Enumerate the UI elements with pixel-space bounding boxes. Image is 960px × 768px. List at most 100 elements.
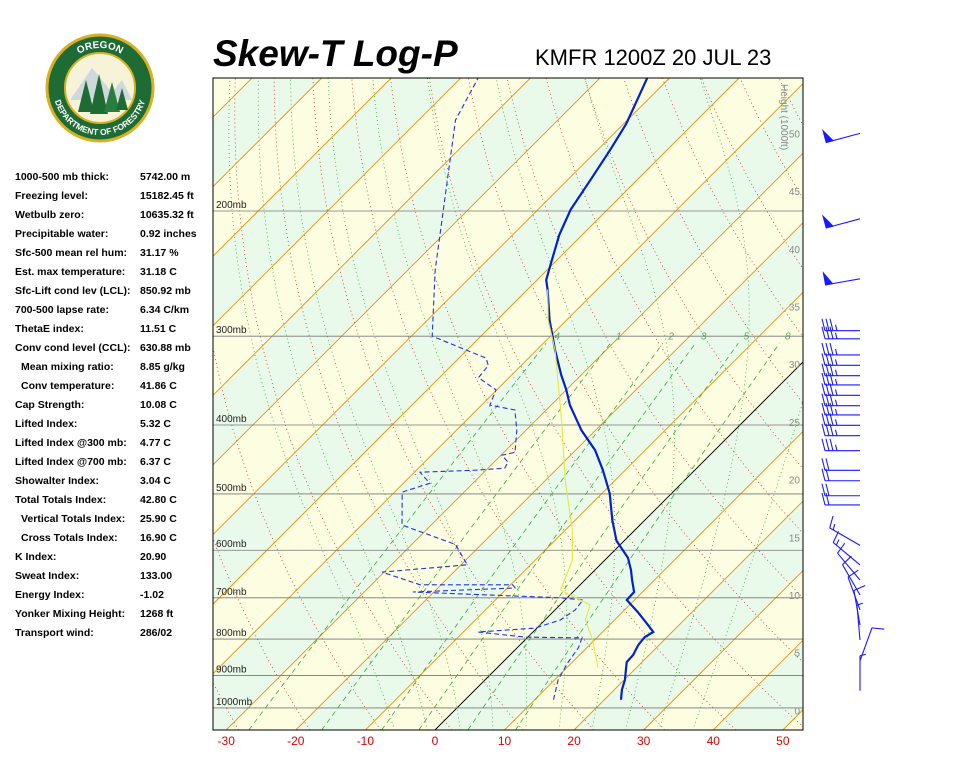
index-value: 3.04 C — [140, 475, 171, 487]
barb-staff — [832, 542, 861, 566]
y-tick-label: 1000mb — [216, 697, 253, 708]
index-value: 10.08 C — [140, 399, 177, 411]
barb-feather — [821, 353, 826, 366]
wind-barb — [821, 492, 860, 506]
barb-feather — [825, 393, 830, 406]
x-tick-label: -20 — [287, 734, 305, 748]
x-tick-label: 30 — [637, 734, 651, 748]
mixing-ratio-line — [418, 342, 696, 730]
isotherm — [504, 430, 803, 730]
barb-feather — [847, 569, 859, 578]
barb-pennant — [822, 129, 835, 144]
index-label: Wetbulb zero: — [15, 209, 84, 221]
isotherm — [434, 361, 803, 730]
index-value: 133.00 — [140, 570, 172, 582]
isotherm — [643, 570, 803, 730]
y-tick-label: 700mb — [216, 587, 247, 598]
sounding-line — [381, 78, 585, 700]
barb-feather — [829, 515, 834, 529]
barb-feather — [837, 542, 846, 554]
wind-barb — [821, 458, 860, 471]
y2-tick-label: 30 — [789, 360, 801, 371]
mixing-ratio-line — [381, 342, 664, 730]
logo: OREGON DEPARTMENT OF FORESTRY — [45, 33, 155, 143]
barb-feather — [842, 555, 852, 566]
barb-feather — [871, 627, 885, 630]
isotherm — [213, 78, 392, 257]
barb-half-feather — [834, 399, 838, 406]
barb-feather — [832, 531, 840, 543]
mixing-ratio-label: 1 — [616, 331, 622, 342]
x-tick-label: 40 — [707, 734, 721, 748]
y2-tick-label: 45 — [789, 187, 801, 198]
index-value: 31.17 % — [140, 247, 179, 259]
index-value: 6.34 C/km — [140, 304, 189, 316]
barb-feather — [821, 326, 826, 339]
wind-barb — [821, 372, 860, 386]
index-label: Conv temperature: — [21, 380, 114, 392]
barb-feather — [825, 483, 830, 496]
wind-barb — [822, 129, 861, 144]
barb-feather — [825, 458, 830, 471]
index-value: 850.92 mb — [140, 285, 191, 297]
barb-feather — [825, 342, 830, 356]
index-value: 286/02 — [140, 627, 172, 639]
index-label: Lifted Index: — [15, 418, 77, 430]
y2-tick-label: 40 — [789, 245, 801, 256]
barb-half-feather — [834, 324, 838, 331]
index-label: Yonker Mixing Height: — [15, 608, 125, 620]
index-label: 700-500 lapse rate: — [15, 304, 109, 316]
isotherm-band — [213, 83, 803, 730]
index-value: 1268 ft — [140, 608, 174, 620]
barb-half-feather — [859, 653, 867, 657]
barb-feather — [825, 413, 830, 426]
barb-feather — [821, 372, 826, 386]
index-value: 20.90 — [140, 551, 166, 563]
index-label: Cap Strength: — [15, 399, 84, 411]
barb-pennant — [822, 271, 834, 286]
index-label: Cross Totals Index: — [21, 532, 118, 544]
barb-feather — [853, 584, 866, 592]
barb-feather — [821, 438, 826, 451]
dry-adiabat — [584, 78, 803, 470]
barb-half-feather — [834, 332, 838, 339]
y-tick-label: 500mb — [216, 483, 247, 494]
wind-barb — [821, 402, 860, 416]
barb-half-feather — [834, 408, 838, 416]
y-tick-label: 900mb — [216, 664, 247, 675]
index-value: 15182.45 ft — [140, 190, 194, 202]
wind-barb — [821, 318, 860, 332]
barb-half-feather — [834, 369, 838, 376]
y2-tick-label: 20 — [789, 476, 801, 487]
isotherm — [365, 291, 803, 730]
axes: -30 -20 -10 0 10 20 30 40 50 — [218, 129, 885, 748]
barb-feather — [821, 483, 826, 496]
barb-feather — [821, 423, 826, 436]
wind-barb — [822, 271, 861, 286]
barb-feather — [829, 342, 834, 356]
barb-feather — [829, 383, 834, 396]
barb-staff — [856, 605, 861, 641]
barb-feather — [825, 402, 830, 416]
barb-feather — [825, 468, 830, 481]
barb-feather — [825, 318, 830, 331]
index-label: Sweat Index: — [15, 570, 79, 582]
barb-feather — [825, 372, 830, 386]
index-value: 5.32 C — [140, 418, 171, 430]
barb-feather — [829, 402, 834, 416]
index-value: 6.37 C — [140, 456, 171, 468]
y2-tick-label: 50 — [789, 129, 801, 140]
barb-half-feather — [856, 602, 863, 606]
mixing-ratio-line — [467, 342, 739, 730]
isotherm — [213, 83, 803, 675]
y-tick-label: 200mb — [216, 200, 247, 211]
index-label: Conv cond level (CCL): — [15, 342, 131, 354]
mixing-ratio-label: 3 — [701, 331, 707, 342]
y2-tick-label: 25 — [789, 418, 801, 429]
index-label: Vertical Totals Index: — [21, 513, 125, 525]
wind-barb — [822, 214, 861, 229]
index-label: Lifted Index @300 mb: — [15, 437, 127, 449]
wind-barb — [821, 423, 860, 437]
moist-adiabat — [228, 78, 395, 730]
barb-half-feather — [835, 539, 840, 546]
